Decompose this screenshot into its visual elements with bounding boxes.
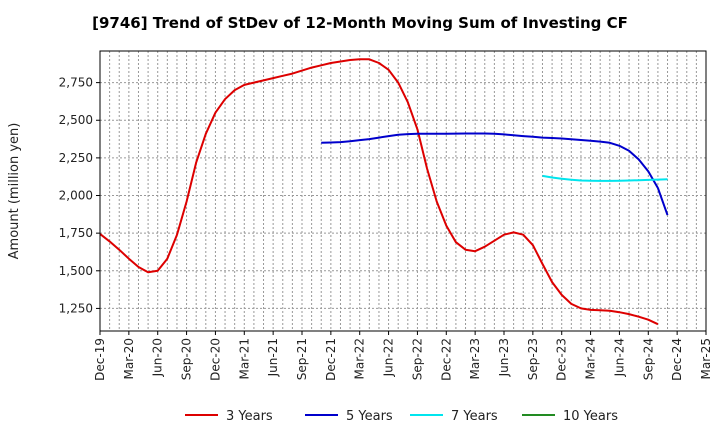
series-line-3-years [99, 58, 659, 326]
x-tick-label: Sep-20 [180, 338, 194, 380]
x-tick-label: Mar-21 [237, 338, 251, 379]
x-tick-label: Mar-25 [699, 338, 713, 379]
y-tick-label: 1,250 [59, 301, 93, 315]
y-tick-label: 2,250 [59, 151, 93, 165]
legend-label: 7 Years [451, 409, 498, 424]
y-tick-label: 1,500 [59, 264, 93, 278]
x-tick-label: Dec-24 [670, 338, 684, 381]
x-tick-label: Jun-24 [612, 338, 626, 377]
grid-lines [100, 51, 706, 331]
x-tick-label: Mar-22 [353, 338, 367, 379]
y-tick-label: 1,750 [59, 226, 93, 240]
legend: 3 Years 5 Years 7 Years 10 Years [185, 409, 618, 424]
x-tick-label: Jun-22 [382, 338, 396, 377]
legend-label: 10 Years [563, 409, 618, 424]
x-tick-label: Sep-21 [295, 338, 309, 380]
x-tick-label: Jun-21 [266, 338, 280, 377]
y-axis: 1,250 1,500 1,750 2,000 2,250 2,500 2,750 [59, 76, 100, 315]
x-tick-label: Mar-23 [468, 338, 482, 379]
legend-label: 3 Years [226, 409, 273, 424]
chart-title: [9746] Trend of StDev of 12-Month Moving… [92, 14, 628, 32]
series-line-7-years [542, 174, 668, 182]
x-tick-label: Dec-22 [439, 338, 453, 381]
x-tick-label: Sep-23 [526, 338, 540, 380]
x-tick-label: Dec-20 [208, 338, 222, 381]
x-tick-label: Jun-20 [151, 338, 165, 377]
y-axis-label: Amount (million yen) [7, 123, 22, 260]
x-tick-label: Jun-23 [497, 338, 511, 377]
series-line-5-years [321, 132, 669, 216]
y-tick-label: 2,750 [59, 76, 93, 90]
y-tick-label: 2,000 [59, 189, 93, 203]
legend-label: 5 Years [346, 409, 393, 424]
y-tick-label: 2,500 [59, 113, 93, 127]
x-tick-label: Dec-23 [555, 338, 569, 381]
x-tick-label: Sep-22 [410, 338, 424, 380]
x-axis: Dec-19 Mar-20 Jun-20 Sep-20 Dec-20 Mar-21 Jun-… [93, 331, 713, 381]
x-tick-label: Sep-24 [641, 338, 655, 380]
x-tick-label: Dec-19 [93, 338, 107, 381]
plot-area [100, 51, 706, 331]
x-tick-label: Dec-21 [324, 338, 338, 381]
series-lines [99, 58, 669, 326]
plot-border [99, 50, 707, 332]
x-tick-label: Mar-24 [584, 338, 598, 379]
x-tick-label: Mar-20 [122, 338, 136, 379]
